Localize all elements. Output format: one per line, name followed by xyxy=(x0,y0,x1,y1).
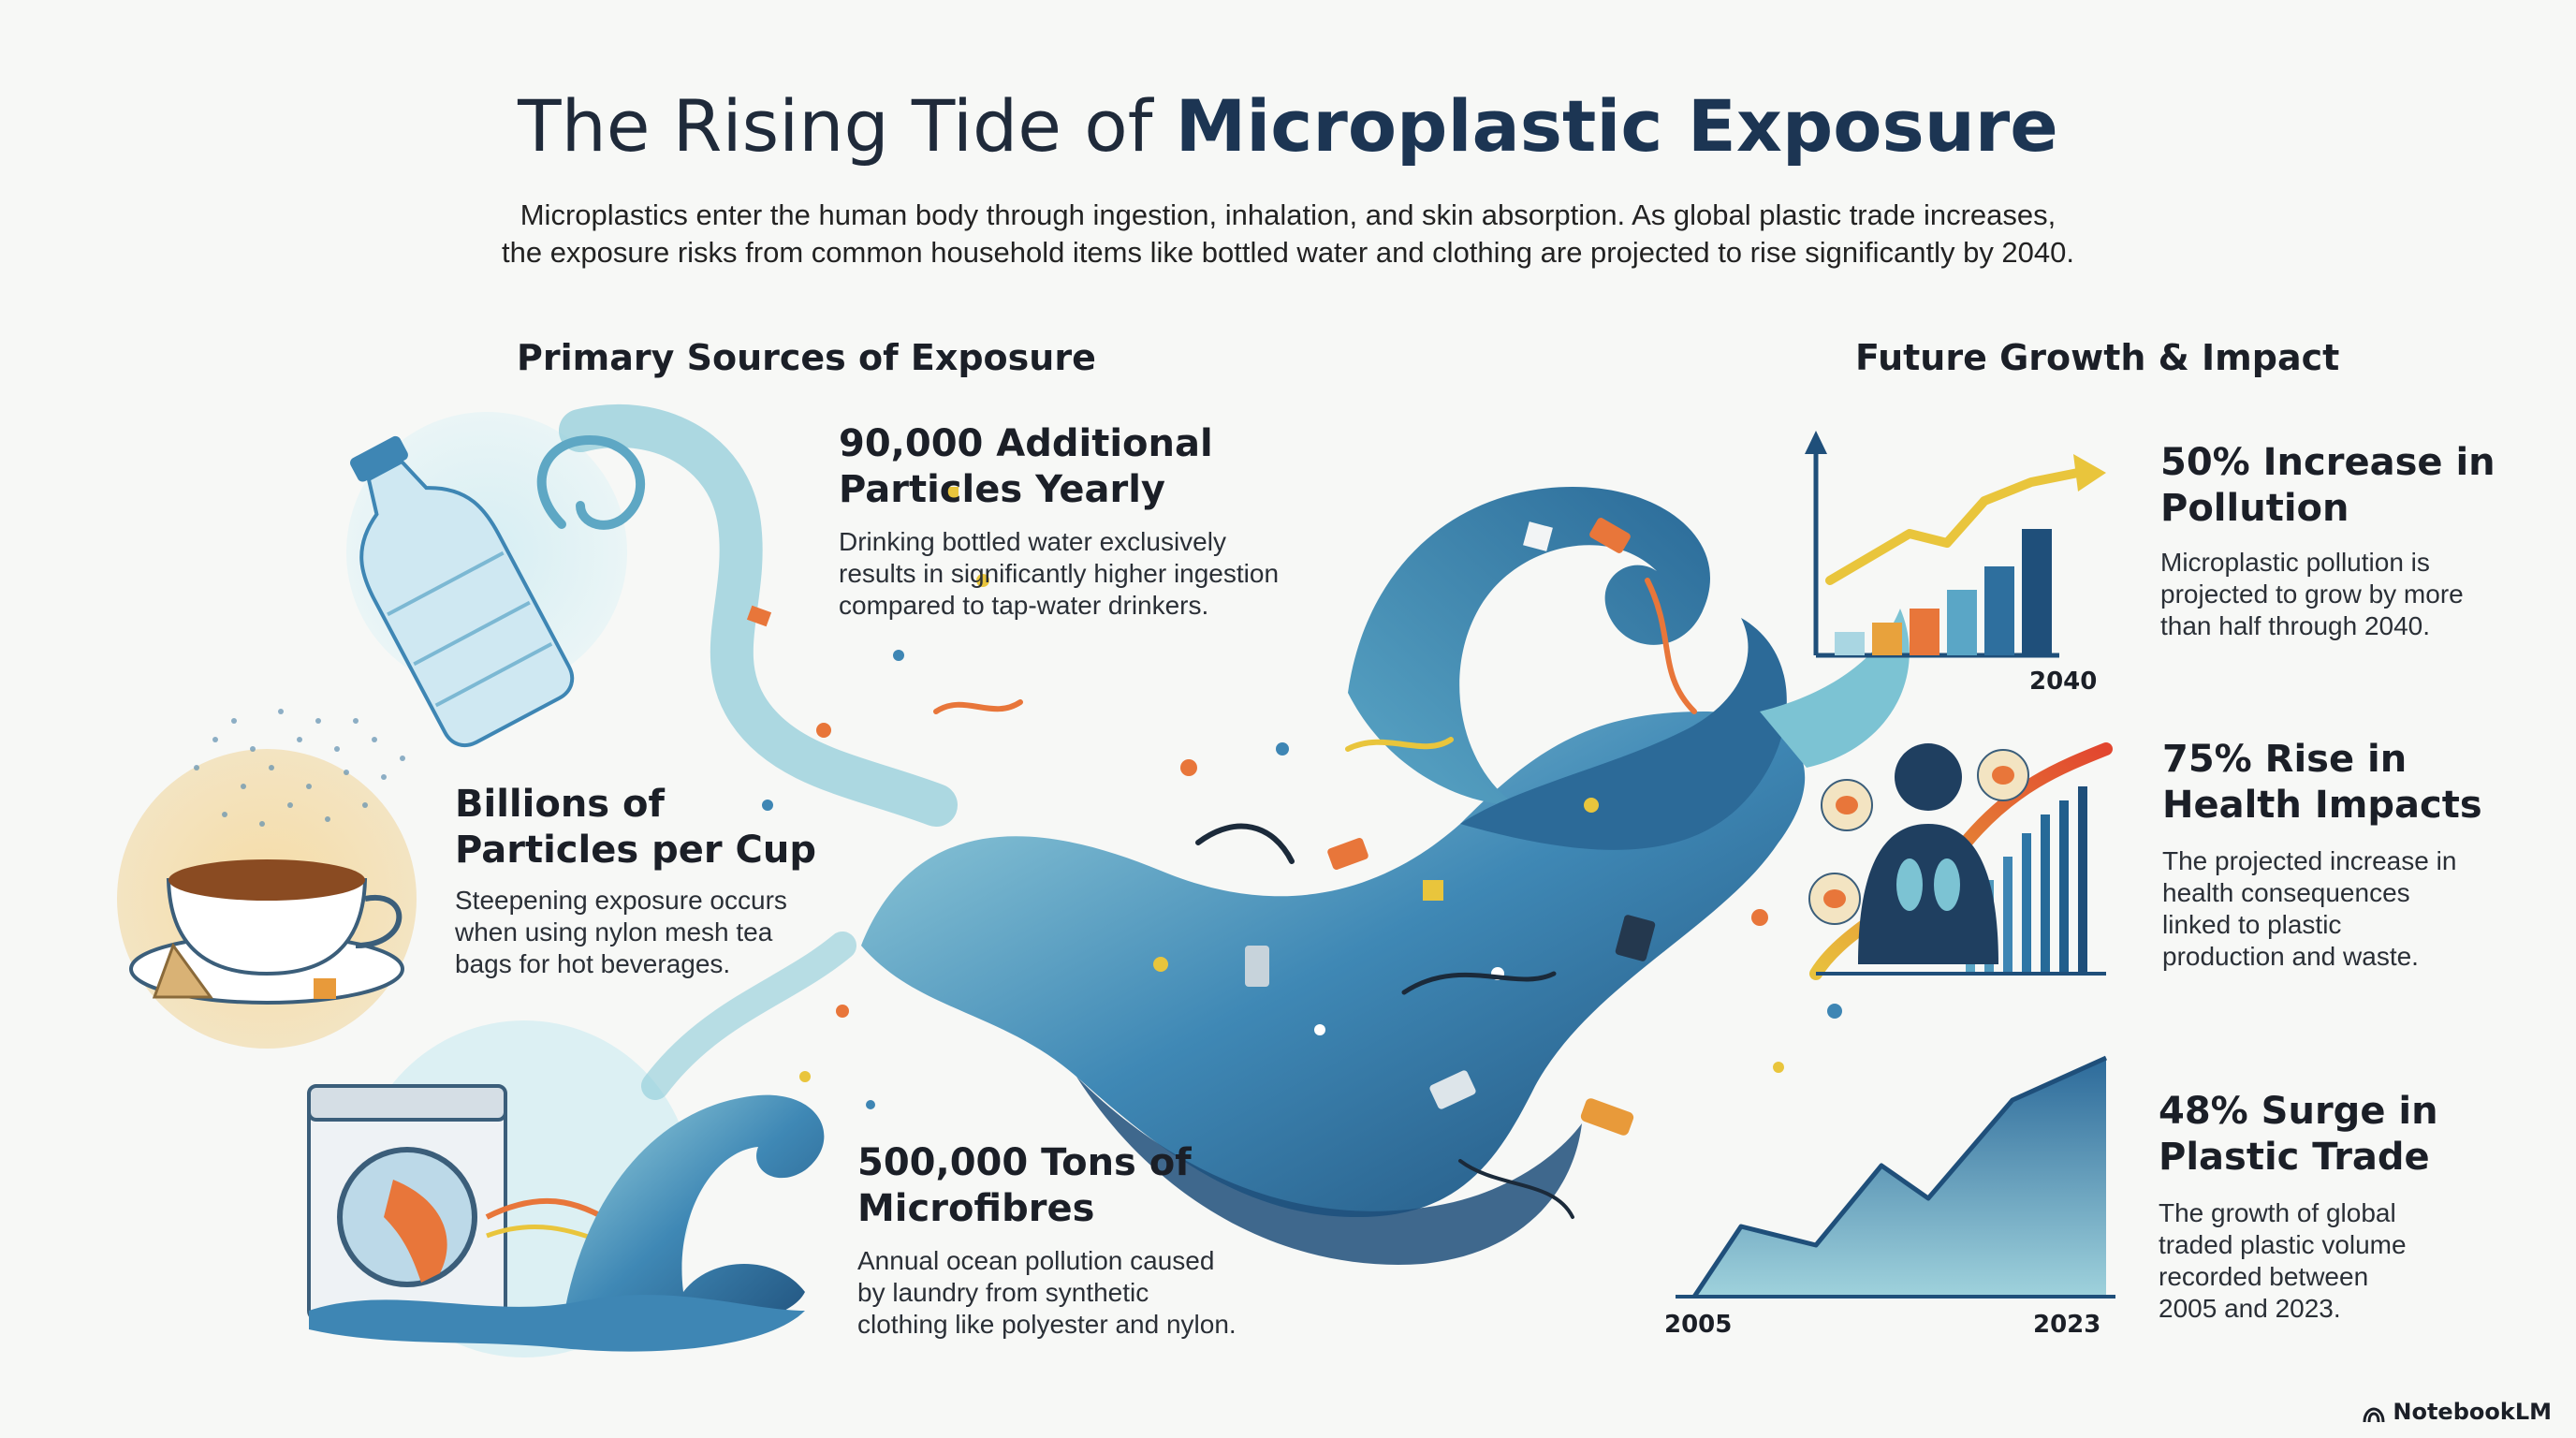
stat-title-line-2: Health Impacts xyxy=(2162,784,2482,827)
bottle-particle-stream xyxy=(536,404,958,827)
water-bottle-icon xyxy=(350,435,575,747)
stat-body-line-1: Drinking bottled water exclusively xyxy=(839,527,1226,556)
stat-title-line-2: Particles Yearly xyxy=(839,468,1166,511)
source-tea-bags: Billions of Particles per Cup Steepening… xyxy=(455,782,848,980)
brand-label: NotebookLM xyxy=(2393,1399,2552,1425)
future-health: 75% Rise in Health Impacts The projected… xyxy=(2162,737,2555,973)
future-pollution: 50% Increase in Pollution Microplastic p… xyxy=(2160,440,2554,642)
stat-body-line-1: Microplastic pollution is xyxy=(2160,548,2430,577)
stat-body-line-4: production and waste. xyxy=(2162,942,2419,971)
sources-heading: Primary Sources of Exposure xyxy=(517,337,1096,378)
stat-title-line-1: 48% Surge in xyxy=(2159,1090,2438,1133)
stat-body-line-3: linked to plastic xyxy=(2162,910,2342,939)
washer-particle-stream xyxy=(641,932,856,1100)
stat-title-line-2: Particles per Cup xyxy=(455,829,816,872)
growth-chart-icon xyxy=(1805,431,2106,658)
stat-body-line-3: compared to tap-water drinkers. xyxy=(839,591,1209,620)
stat-body-line-2: results in significantly higher ingestio… xyxy=(839,559,1280,588)
stat-title-line-1: 90,000 Additional xyxy=(839,422,1213,465)
notebooklm-logo-icon xyxy=(2363,1403,2385,1423)
central-wave xyxy=(861,487,1910,1265)
stat-body-line-3: bags for hot beverages. xyxy=(455,949,731,978)
subtitle-line-2: the exposure risks from common household… xyxy=(501,236,2075,269)
microplastic-particles xyxy=(746,487,1842,1219)
stat-body-line-1: Annual ocean pollution caused xyxy=(857,1246,1215,1275)
subtitle-line-1: Microplastics enter the human body throu… xyxy=(520,198,2056,231)
source-laundry: 500,000 Tons of Microfibres Annual ocean… xyxy=(857,1140,1288,1341)
stat-body-line-3: than half through 2040. xyxy=(2160,611,2431,640)
stat-title-line-1: Billions of xyxy=(455,783,665,826)
page-title: The Rising Tide of Microplastic Exposure xyxy=(0,84,2576,168)
stat-body-line-1: Steepening exposure occurs xyxy=(455,886,787,915)
stat-body-line-3: clothing like polyester and nylon. xyxy=(857,1310,1237,1339)
future-heading: Future Growth & Impact xyxy=(1855,337,2340,378)
stat-title-line-1: 500,000 Tons of xyxy=(857,1141,1192,1184)
human-health-icon xyxy=(1808,742,2113,980)
tea-cup-icon xyxy=(129,709,405,1005)
axis-label-2005: 2005 xyxy=(1664,1311,1733,1339)
stat-body-line-2: traded plastic volume xyxy=(2159,1230,2407,1259)
stat-title-line-2: Microfibres xyxy=(857,1187,1095,1230)
trade-area-chart-icon xyxy=(1676,1055,2115,1299)
stat-body-line-1: The growth of global xyxy=(2159,1198,2396,1227)
source-bottled-water: 90,000 Additional Particles Yearly Drink… xyxy=(839,421,1363,622)
page-subtitle: Microplastics enter the human body throu… xyxy=(281,197,2295,271)
stat-title-line-1: 50% Increase in xyxy=(2160,441,2496,484)
stat-body-line-1: The projected increase in xyxy=(2162,846,2457,875)
stat-body-line-2: when using nylon mesh tea xyxy=(455,917,773,946)
stat-body-line-2: projected to grow by more xyxy=(2160,580,2464,609)
notebooklm-brand: NotebookLM xyxy=(2363,1399,2552,1425)
stat-body-line-2: health consequences xyxy=(2162,878,2410,907)
future-trade: 48% Surge in Plastic Trade The growth of… xyxy=(2159,1089,2552,1325)
stat-title-line-2: Pollution xyxy=(2160,487,2349,530)
title-light: The Rising Tide of xyxy=(518,84,1176,168)
title-bold: Microplastic Exposure xyxy=(1175,84,2058,168)
stat-body-line-3: recorded between xyxy=(2159,1262,2369,1291)
washing-machine-icon xyxy=(307,1084,656,1322)
stat-body-line-2: by laundry from synthetic xyxy=(857,1278,1149,1307)
stat-title-line-2: Plastic Trade xyxy=(2159,1136,2430,1179)
laundry-wave xyxy=(309,1094,825,1352)
stat-title-line-1: 75% Rise in xyxy=(2162,738,2408,781)
axis-label-2040: 2040 xyxy=(2029,668,2098,696)
axis-label-2023: 2023 xyxy=(2033,1311,2101,1339)
stat-body-line-4: 2005 and 2023. xyxy=(2159,1294,2341,1323)
